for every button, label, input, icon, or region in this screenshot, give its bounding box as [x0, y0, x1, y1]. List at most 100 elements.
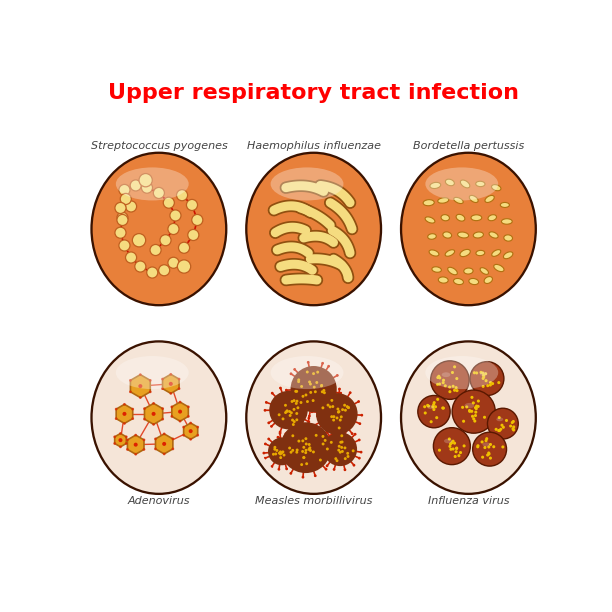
Circle shape: [291, 435, 294, 437]
Circle shape: [306, 370, 308, 373]
Circle shape: [480, 441, 483, 444]
Circle shape: [472, 401, 475, 405]
Circle shape: [321, 422, 324, 425]
Circle shape: [305, 462, 308, 465]
Circle shape: [120, 193, 132, 204]
Ellipse shape: [444, 439, 452, 443]
Circle shape: [296, 449, 299, 452]
Ellipse shape: [442, 372, 450, 377]
Circle shape: [283, 453, 286, 457]
Ellipse shape: [400, 340, 537, 495]
Circle shape: [341, 408, 344, 411]
Circle shape: [479, 371, 482, 374]
Circle shape: [475, 407, 478, 410]
Circle shape: [471, 396, 474, 399]
Circle shape: [291, 419, 294, 422]
Circle shape: [291, 400, 294, 403]
Ellipse shape: [427, 405, 435, 409]
Circle shape: [275, 449, 278, 452]
Circle shape: [341, 450, 344, 453]
Ellipse shape: [458, 232, 469, 238]
Circle shape: [452, 439, 455, 442]
Circle shape: [301, 417, 304, 420]
Circle shape: [449, 445, 452, 448]
Circle shape: [438, 382, 441, 386]
Circle shape: [326, 465, 329, 467]
Circle shape: [501, 424, 504, 427]
Circle shape: [455, 450, 458, 453]
Circle shape: [449, 390, 452, 394]
Ellipse shape: [400, 152, 537, 307]
Polygon shape: [163, 375, 179, 394]
Circle shape: [427, 405, 430, 408]
Ellipse shape: [485, 195, 494, 203]
Circle shape: [285, 410, 288, 413]
Circle shape: [300, 385, 303, 388]
Circle shape: [339, 392, 342, 395]
Circle shape: [117, 214, 128, 225]
Circle shape: [297, 380, 300, 383]
Circle shape: [295, 390, 298, 393]
Circle shape: [335, 417, 338, 419]
Circle shape: [135, 261, 146, 272]
Circle shape: [139, 174, 152, 187]
Circle shape: [278, 452, 281, 455]
Circle shape: [323, 432, 357, 466]
Circle shape: [333, 468, 335, 471]
Circle shape: [192, 214, 203, 225]
Circle shape: [263, 452, 265, 455]
Circle shape: [125, 435, 128, 438]
Circle shape: [329, 405, 332, 408]
Circle shape: [334, 449, 337, 451]
Circle shape: [179, 242, 190, 253]
Circle shape: [162, 442, 166, 446]
Circle shape: [162, 418, 164, 420]
Polygon shape: [172, 402, 188, 421]
Circle shape: [346, 455, 349, 458]
Circle shape: [267, 438, 270, 441]
Circle shape: [338, 445, 341, 448]
Circle shape: [171, 438, 174, 440]
Circle shape: [132, 234, 146, 247]
Text: Adenovirus: Adenovirus: [128, 496, 190, 506]
Circle shape: [321, 390, 324, 394]
Circle shape: [431, 405, 435, 408]
Circle shape: [293, 368, 296, 371]
Circle shape: [152, 402, 155, 405]
Circle shape: [308, 443, 311, 446]
Ellipse shape: [425, 168, 498, 201]
Circle shape: [497, 429, 500, 432]
Circle shape: [332, 415, 335, 418]
Circle shape: [339, 419, 341, 422]
Circle shape: [134, 434, 137, 436]
Circle shape: [284, 404, 287, 407]
Circle shape: [322, 442, 324, 446]
Circle shape: [187, 406, 190, 408]
Circle shape: [482, 377, 485, 380]
Circle shape: [476, 444, 479, 447]
Circle shape: [330, 441, 333, 444]
Circle shape: [436, 376, 439, 379]
Circle shape: [154, 187, 165, 198]
Polygon shape: [127, 435, 144, 454]
Circle shape: [132, 408, 134, 411]
Circle shape: [285, 432, 287, 435]
Circle shape: [302, 456, 305, 459]
Circle shape: [316, 371, 319, 373]
Circle shape: [288, 447, 291, 449]
Circle shape: [162, 407, 164, 410]
Circle shape: [477, 400, 480, 403]
Circle shape: [499, 428, 502, 431]
Circle shape: [501, 446, 504, 449]
Circle shape: [285, 468, 288, 470]
Ellipse shape: [245, 152, 382, 307]
Circle shape: [463, 444, 466, 447]
Circle shape: [277, 468, 280, 471]
Circle shape: [310, 411, 313, 413]
Ellipse shape: [456, 214, 465, 221]
Circle shape: [481, 371, 484, 375]
Circle shape: [313, 424, 316, 427]
Circle shape: [485, 439, 488, 442]
Circle shape: [279, 456, 282, 459]
Circle shape: [170, 406, 173, 408]
